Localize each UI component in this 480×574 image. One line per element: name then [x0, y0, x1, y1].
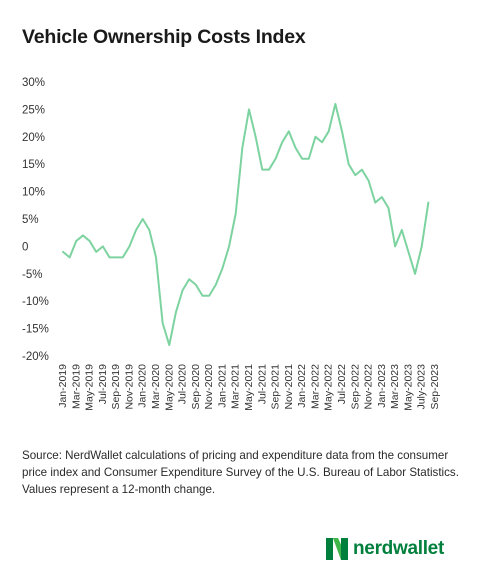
x-tick-label: Jul-2022 [336, 364, 348, 404]
y-tick-label: 5% [22, 214, 39, 226]
x-tick-label: Mar-2020 [150, 364, 162, 409]
x-tick-label: May-2023 [402, 364, 414, 411]
x-tick-label: Mar-2019 [70, 364, 82, 409]
y-tick-label: -10% [22, 296, 49, 308]
logo-wordmark: nerdwallet [353, 538, 444, 559]
y-tick-label: 0 [22, 241, 28, 253]
line-chart: 30% 25% 20% 15% 10% 5% 0 -5% -10% -15% -20% Jan-20… [22, 77, 441, 411]
x-tick-label: Mar-2021 [230, 364, 242, 409]
x-tick-label: Jan-2021 [216, 364, 228, 408]
source-note: Source: NerdWallet calculations of prici… [22, 449, 459, 496]
x-tick-label: Sep-2020 [190, 364, 202, 410]
x-tick-label: July-2023 [416, 364, 428, 410]
x-tick-label: Sep-2019 [110, 364, 122, 410]
y-tick-label: 20% [22, 132, 45, 144]
series-layer [62, 102, 430, 347]
x-tick-label: May-2019 [84, 364, 96, 411]
chart-title: Vehicle Ownership Costs Index [22, 26, 306, 48]
x-tick-label: Mar-2022 [309, 364, 321, 409]
y-tick-label: 10% [22, 187, 45, 199]
y-tick-label: -5% [22, 269, 42, 281]
series-line [62, 102, 430, 347]
x-tick-label: Jan-2019 [57, 364, 69, 408]
y-tick-label: 30% [22, 77, 45, 89]
x-tick-label: Jan-2023 [376, 364, 388, 408]
x-tick-label: Nov-2020 [203, 364, 215, 410]
x-tick-label: Jul-2021 [256, 364, 268, 404]
x-tick-label: May-2022 [323, 364, 335, 411]
y-tick-label: -15% [22, 324, 49, 336]
x-tick-label: Jan-2020 [137, 364, 149, 408]
x-tick-label: Nov-2019 [123, 364, 135, 410]
x-tick-label: Jan-2022 [296, 364, 308, 408]
x-tick-label: Nov-2021 [283, 364, 295, 410]
y-tick-label: 15% [22, 159, 45, 171]
x-tick-label: Nov-2022 [363, 364, 375, 410]
x-tick-label: Jul-2019 [97, 364, 109, 404]
x-tick-label: Sep-2023 [429, 364, 441, 410]
x-tick-label: Sep-2022 [349, 364, 361, 410]
x-tick-label: May-2020 [163, 364, 175, 411]
y-tick-label: 25% [22, 104, 45, 116]
x-tick-label: Sep-2021 [270, 364, 282, 410]
x-tick-label: Jul-2020 [177, 364, 189, 404]
y-tick-label: -20% [22, 351, 49, 363]
y-axis: 30% 25% 20% 15% 10% 5% 0 -5% -10% -15% -20% [22, 77, 49, 363]
x-tick-label: Mar-2023 [389, 364, 401, 409]
x-axis: Jan-2019 Mar-2019 May-2019 Jul-2019 Sep-2019… [57, 364, 441, 411]
nerdwallet-n-icon [326, 538, 348, 560]
x-tick-label: May-2021 [243, 364, 255, 411]
nerdwallet-logo: nerdwallet [326, 537, 444, 561]
